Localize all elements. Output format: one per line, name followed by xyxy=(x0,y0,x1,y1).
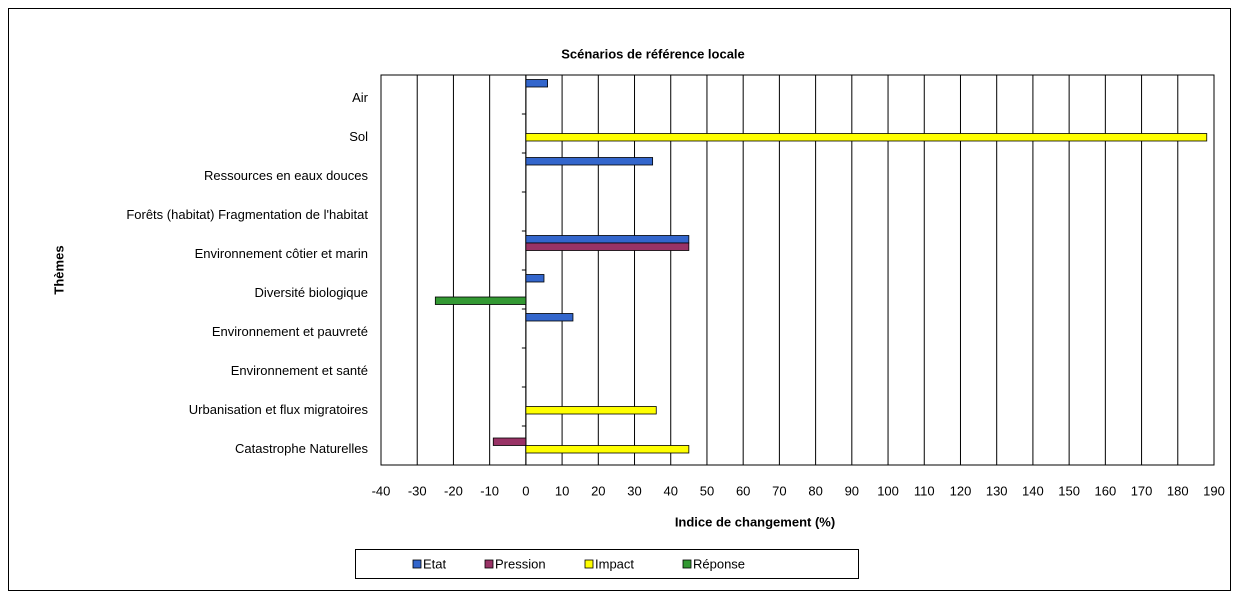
legend-label: Impact xyxy=(595,556,634,571)
x-tick-label: 50 xyxy=(700,483,714,498)
y-tick-label: Environnement et pauvreté xyxy=(212,324,368,339)
x-tick-label: -40 xyxy=(372,483,391,498)
legend-label: Pression xyxy=(495,556,546,571)
legend-swatch xyxy=(584,559,594,569)
x-tick-label: 10 xyxy=(555,483,569,498)
x-tick-label: 120 xyxy=(950,483,972,498)
x-tick-label: 110 xyxy=(914,483,935,498)
y-tick-label: Urbanisation et flux migratoires xyxy=(189,402,369,417)
x-tick-label: 80 xyxy=(808,483,822,498)
y-tick-label: Diversité biologique xyxy=(255,285,368,300)
x-tick-label: 160 xyxy=(1094,483,1116,498)
y-tick-label: Environnement côtier et marin xyxy=(195,246,368,261)
bar xyxy=(525,242,690,251)
y-tick-label: Catastrophe Naturelles xyxy=(235,441,368,456)
x-tick-label: -30 xyxy=(408,483,427,498)
y-tick-label: Environnement et santé xyxy=(231,363,368,378)
x-tick-label: 130 xyxy=(986,483,1008,498)
legend-box xyxy=(355,549,859,579)
y-tick-label: Air xyxy=(352,90,369,105)
x-tick-label: 140 xyxy=(1022,483,1044,498)
bar xyxy=(525,274,545,283)
y-tick-label: Ressources en eaux douces xyxy=(204,168,369,183)
chart-title: Scénarios de référence locale xyxy=(561,46,745,61)
legend-swatch xyxy=(484,559,494,569)
x-tick-label: 40 xyxy=(664,483,678,498)
legend-label: Etat xyxy=(423,556,447,571)
x-axis-title: Indice de changement (%) xyxy=(675,514,835,529)
x-tick-label: 180 xyxy=(1167,483,1189,498)
bar xyxy=(434,296,527,305)
legend-label: Réponse xyxy=(693,556,745,571)
y-tick-label: Forêts (habitat) Fragmentation de l'habi… xyxy=(126,207,368,222)
bar xyxy=(525,313,574,322)
x-tick-label: 0 xyxy=(522,483,529,498)
x-tick-label: 70 xyxy=(772,483,786,498)
bar xyxy=(525,133,1208,142)
bar xyxy=(525,445,690,454)
bar xyxy=(525,157,654,166)
x-tick-label: 150 xyxy=(1058,483,1080,498)
x-tick-label: -20 xyxy=(444,483,463,498)
x-tick-label: -10 xyxy=(480,483,499,498)
y-tick-label: Sol xyxy=(349,129,368,144)
x-tick-label: 20 xyxy=(591,483,605,498)
legend-swatch xyxy=(682,559,692,569)
x-tick-label: 30 xyxy=(627,483,641,498)
x-tick-label: 60 xyxy=(736,483,750,498)
y-axis-title: Thèmes xyxy=(51,245,66,294)
bar xyxy=(492,437,527,446)
bar xyxy=(525,79,549,88)
bar xyxy=(525,235,690,244)
x-tick-label: 170 xyxy=(1131,483,1153,498)
x-tick-label: 190 xyxy=(1203,483,1225,498)
x-tick-label: 100 xyxy=(877,483,899,498)
x-tick-label: 90 xyxy=(845,483,859,498)
bar xyxy=(525,406,657,415)
legend-swatch xyxy=(412,559,422,569)
